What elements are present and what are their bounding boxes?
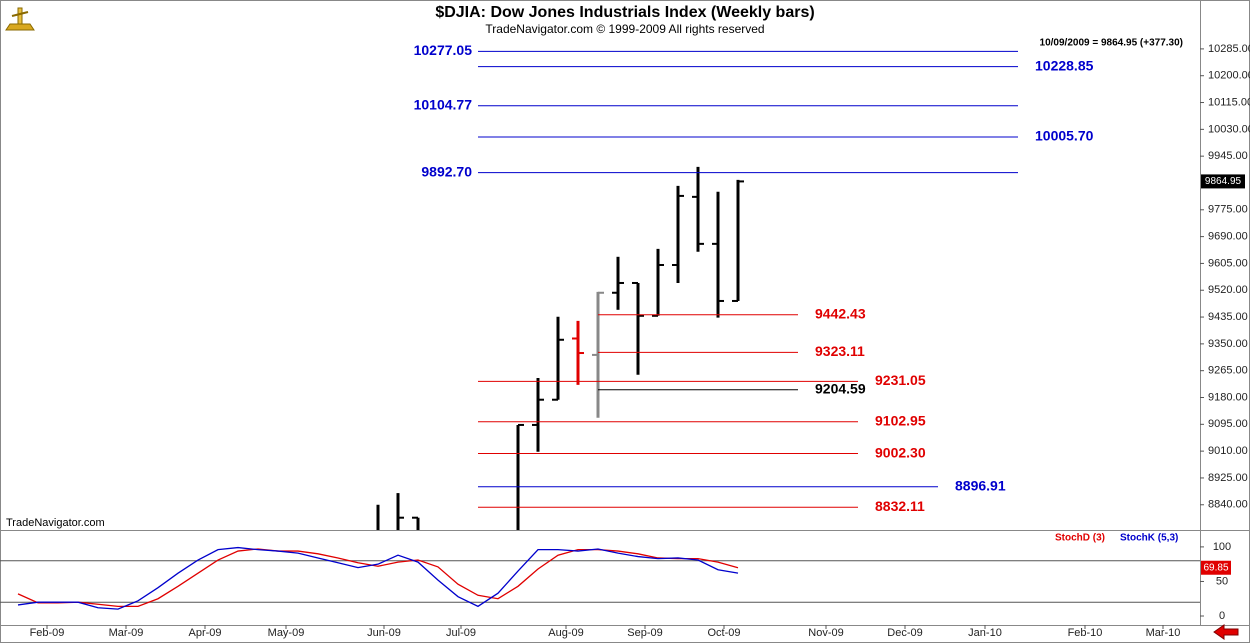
y-tick-label: 8840.00	[1208, 499, 1248, 511]
y-tick-label: 9095.00	[1208, 418, 1248, 430]
back-arrow[interactable]	[1213, 624, 1239, 640]
x-tick-label: Feb-10	[1068, 627, 1103, 639]
y-tick-label: 8925.00	[1208, 472, 1248, 484]
level-label: 10228.85	[1035, 57, 1094, 73]
last-price-box	[1201, 174, 1245, 189]
level-label: 9002.30	[875, 444, 926, 460]
last-value-box	[1201, 560, 1231, 575]
level-label: 9204.59	[815, 380, 866, 396]
y-tick-label: 9775.00	[1208, 204, 1248, 216]
y-tick-label: 10115.00	[1208, 96, 1250, 108]
plot-area	[0, 546, 1200, 610]
plot-area	[376, 50, 1018, 530]
x-tick-label: Aug-09	[548, 627, 583, 639]
x-tick-label: Apr-09	[188, 627, 221, 639]
series-line	[17, 546, 739, 610]
level-label: 9442.43	[815, 305, 866, 321]
level-label: 10104.77	[414, 96, 473, 112]
x-tick-label: Sep-09	[627, 627, 662, 639]
level-label: 10277.05	[414, 42, 473, 58]
y-tick-label: 9010.00	[1208, 445, 1248, 457]
level-label: 9102.95	[875, 413, 926, 429]
y-tick-label: 10030.00	[1208, 123, 1250, 135]
level-label: 9231.05	[875, 372, 926, 388]
last-price-label: 9864.95	[1205, 176, 1242, 187]
y-tick-label: 100	[1213, 541, 1231, 553]
x-tick-label: Jul-09	[446, 627, 476, 639]
level-label: 9892.70	[421, 163, 472, 179]
y-tick-label: 10285.00	[1208, 43, 1250, 55]
chart-subtitle: TradeNavigator.com © 1999-2009 All right…	[485, 22, 764, 36]
level-label: 10005.70	[1035, 128, 1094, 144]
y-tick-label: 9520.00	[1208, 284, 1248, 296]
y-tick-label: 9350.00	[1208, 338, 1248, 350]
watermark: TradeNavigator.com	[6, 517, 105, 529]
legend-entry: StochD (3)	[1055, 533, 1105, 544]
x-tick-label: Nov-09	[808, 627, 843, 639]
x-tick-label: Jun-09	[367, 627, 401, 639]
last-value-label: 69.85	[1203, 562, 1228, 573]
level-label: 8896.91	[955, 478, 1006, 494]
x-tick-label: Oct-09	[707, 627, 740, 639]
x-tick-label: Mar-10	[1146, 627, 1181, 639]
x-tick-label: Mar-09	[109, 627, 144, 639]
y-tick-label: 9945.00	[1208, 150, 1248, 162]
legend-entry: StochK (5,3)	[1120, 533, 1178, 544]
level-label: 9323.11	[815, 343, 865, 359]
y-tick-label: 0	[1219, 610, 1225, 622]
x-tick-label: May-09	[268, 627, 305, 639]
y-tick-label: 9265.00	[1208, 365, 1248, 377]
logo-icon	[5, 7, 35, 31]
y-tick-label: 9435.00	[1208, 311, 1248, 323]
y-tick-label: 9605.00	[1208, 257, 1248, 269]
series-line	[17, 548, 739, 607]
x-tick-label: Feb-09	[30, 627, 65, 639]
x-tick-label: Dec-09	[887, 627, 922, 639]
y-tick-label: 50	[1216, 575, 1228, 587]
level-label: 8832.11	[875, 498, 925, 514]
quote-annotation: 10/09/2009 = 9864.95 (+377.30)	[1040, 38, 1183, 49]
chart-title: $DJIA: Dow Jones Industrials Index (Week…	[435, 4, 814, 21]
y-tick-label: 9690.00	[1208, 231, 1248, 243]
y-tick-label: 9180.00	[1208, 391, 1248, 403]
x-tick-label: Jan-10	[968, 627, 1002, 639]
y-tick-label: 10200.00	[1208, 70, 1250, 82]
